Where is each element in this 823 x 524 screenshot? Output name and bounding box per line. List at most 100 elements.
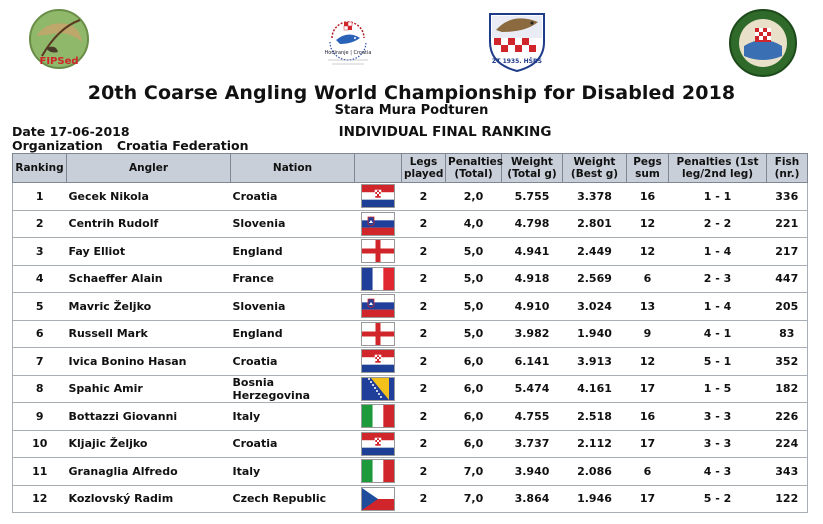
cell-rank: 7 <box>12 347 67 376</box>
cell-angler: Mavric Željko <box>66 292 231 321</box>
date-line: Date 17-06-2018 <box>12 124 130 139</box>
cell-angler: Russell Mark <box>66 320 231 348</box>
cell-penalties-legs: 2 - 3 <box>668 265 767 293</box>
cell-penalties-total: 7,0 <box>445 457 502 486</box>
cell-penalties-total: 4,0 <box>445 210 502 238</box>
cell-rank: 8 <box>12 375 67 403</box>
table-row: 5 Mavric Željko Slovenia 2 5,0 4.910 3.024 13 1 … <box>12 292 808 321</box>
cell-nation: Croatia <box>230 347 355 376</box>
czech-flag-icon <box>354 485 402 513</box>
cell-legs-played: 2 <box>401 182 446 211</box>
cell-fish-count: 226 <box>766 402 808 431</box>
cell-penalties-total: 6,0 <box>445 402 502 431</box>
cell-rank: 9 <box>12 402 67 431</box>
col-legs-played: Legs played <box>401 153 446 183</box>
cell-legs-played: 2 <box>401 292 446 321</box>
cell-angler: Bottazzi Giovanni <box>66 402 231 431</box>
cell-nation: England <box>230 237 355 266</box>
svg-text:ZT 1935. HŠRS: ZT 1935. HŠRS <box>492 58 542 65</box>
section-title: INDIVIDUAL FINAL RANKING <box>338 124 552 140</box>
cell-pegs-sum: 12 <box>626 210 669 238</box>
cell-fish-count: 221 <box>766 210 808 238</box>
cell-rank: 1 <box>12 182 67 211</box>
organization-line: Organization Croatia Federation <box>12 138 249 153</box>
cell-penalties-legs: 5 - 2 <box>668 485 767 513</box>
croatia-angling-badge: ZT 1935. HŠRS <box>482 8 552 74</box>
cell-penalties-legs: 3 - 3 <box>668 402 767 431</box>
cell-penalties-total: 6,0 <box>445 375 502 403</box>
cell-pegs-sum: 6 <box>626 457 669 486</box>
cell-nation: Czech Republic <box>230 485 355 513</box>
cell-pegs-sum: 13 <box>626 292 669 321</box>
cell-weight-total: 5.474 <box>501 375 563 403</box>
cell-pegs-sum: 17 <box>626 485 669 513</box>
col-pegs-sum: Pegs sum <box>626 153 669 183</box>
cell-pegs-sum: 9 <box>626 320 669 348</box>
bosnia-flag-icon <box>354 375 402 403</box>
col-weight-best: Weight (Best g) <box>562 153 627 183</box>
cell-pegs-sum: 17 <box>626 430 669 458</box>
cell-nation: Bosnia Herzegovina <box>230 375 355 403</box>
cell-angler: Centrih Rudolf <box>66 210 231 238</box>
cell-rank: 12 <box>12 485 67 513</box>
cell-fish-count: 224 <box>766 430 808 458</box>
table-row: 4 Schaeffer Alain France 2 5,0 4.918 2.569 6 2 -… <box>12 265 808 293</box>
ranking-table: Ranking Angler Nation Legs played Penalt… <box>12 153 808 513</box>
cell-weight-total: 3.982 <box>501 320 563 348</box>
england-flag-icon <box>354 320 402 348</box>
croatia-flag-icon <box>354 182 402 211</box>
cell-rank: 2 <box>12 210 67 238</box>
federation-logo <box>728 8 798 78</box>
cell-penalties-total: 6,0 <box>445 430 502 458</box>
cell-pegs-sum: 12 <box>626 237 669 266</box>
cell-penalties-total: 5,0 <box>445 237 502 266</box>
organization-value: Croatia Federation <box>116 138 249 153</box>
fipsed-logo: FIPSed <box>28 8 90 70</box>
cell-nation: Slovenia <box>230 292 355 321</box>
cell-pegs-sum: 16 <box>626 402 669 431</box>
france-flag-icon <box>354 265 402 293</box>
england-flag-icon <box>354 237 402 266</box>
cell-weight-total: 4.918 <box>501 265 563 293</box>
table-row: 6 Russell Mark England 2 5,0 3.982 1.940 9 4 - 1… <box>12 320 808 348</box>
cell-penalties-total: 2,0 <box>445 182 502 211</box>
cell-angler: Schaeffer Alain <box>66 265 231 293</box>
table-row: 8 Spahic Amir Bosnia Herzegovina 2 6,0 5.474 4… <box>12 375 808 403</box>
col-flag <box>354 153 402 183</box>
cell-penalties-legs: 3 - 3 <box>668 430 767 458</box>
cell-rank: 4 <box>12 265 67 293</box>
cell-legs-played: 2 <box>401 430 446 458</box>
cell-penalties-legs: 5 - 1 <box>668 347 767 376</box>
cell-angler: Fay Elliot <box>66 237 231 266</box>
event-logo: Hodiranje | Croatia <box>312 8 384 70</box>
cell-fish-count: 447 <box>766 265 808 293</box>
cell-fish-count: 182 <box>766 375 808 403</box>
cell-nation: France <box>230 265 355 293</box>
cell-weight-best: 3.913 <box>562 347 627 376</box>
cell-weight-best: 4.161 <box>562 375 627 403</box>
svg-text:Hodiranje | Croatia: Hodiranje | Croatia <box>325 50 372 56</box>
cell-weight-total: 4.910 <box>501 292 563 321</box>
col-angler: Angler <box>66 153 231 183</box>
cell-weight-total: 5.755 <box>501 182 563 211</box>
date-value: 17-06-2018 <box>49 124 130 139</box>
cell-nation: Croatia <box>230 182 355 211</box>
croatia-flag-icon <box>354 430 402 458</box>
cell-legs-played: 2 <box>401 457 446 486</box>
table-row: 2 Centrih Rudolf Slovenia 2 4,0 4.798 2.801 12 2… <box>12 210 808 238</box>
table-body: 1 Gecek Nikola Croatia 2 2,0 5.755 3.378 16 1 - … <box>12 182 808 513</box>
cell-rank: 6 <box>12 320 67 348</box>
slovenia-flag-icon <box>354 210 402 238</box>
col-ranking: Ranking <box>12 153 67 183</box>
cell-fish-count: 343 <box>766 457 808 486</box>
cell-weight-total: 4.755 <box>501 402 563 431</box>
table-row: 7 Ivica Bonino Hasan Croatia 2 6,0 6.141 3.913… <box>12 347 808 376</box>
col-nation: Nation <box>230 153 355 183</box>
cell-weight-total: 3.940 <box>501 457 563 486</box>
cell-weight-best: 1.940 <box>562 320 627 348</box>
table-row: 10 Kljajic Željko Croatia 2 6,0 3.737 2.112 17 3… <box>12 430 808 458</box>
cell-angler: Gecek Nikola <box>66 182 231 211</box>
cell-penalties-total: 5,0 <box>445 320 502 348</box>
cell-penalties-legs: 1 - 1 <box>668 182 767 211</box>
